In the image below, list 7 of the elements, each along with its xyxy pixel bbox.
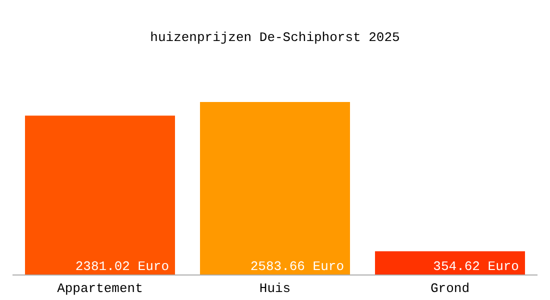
x-tick-label: Appartement [57,281,143,296]
data-label: 2381.02 Euro [75,259,169,274]
x-tick-label: Grond [430,281,470,296]
data-label: 354.62 Euro [433,259,519,274]
chart-title: huizenprijzen De-Schiphorst 2025 [149,30,401,45]
x-tick-label: Huis [259,281,291,296]
data-label: 2583.66 Euro [250,259,344,274]
